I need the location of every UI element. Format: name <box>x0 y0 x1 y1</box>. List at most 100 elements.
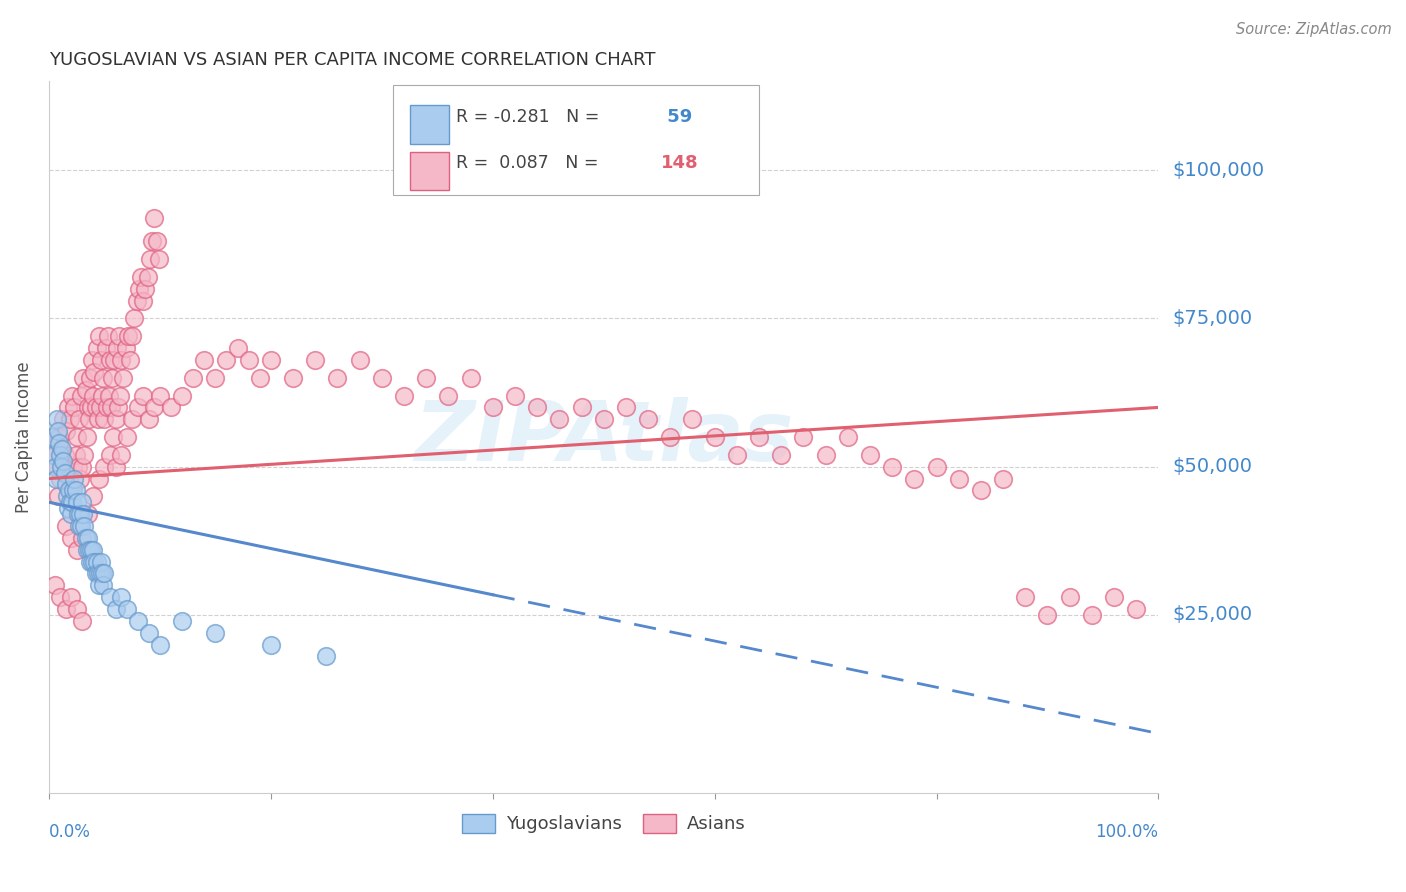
Point <box>59 495 82 509</box>
Point <box>45 459 67 474</box>
Point <box>86 555 108 569</box>
Point <box>73 519 96 533</box>
Point <box>44 578 66 592</box>
Point <box>143 401 166 415</box>
Point <box>49 471 72 485</box>
Point <box>79 371 101 385</box>
Point <box>903 471 925 485</box>
Point <box>76 401 98 415</box>
Legend: Yugoslavians, Asians: Yugoslavians, Asians <box>456 807 752 840</box>
Point <box>72 531 94 545</box>
Point <box>127 614 149 628</box>
Point <box>72 459 94 474</box>
Text: Source: ZipAtlas.com: Source: ZipAtlas.com <box>1236 22 1392 37</box>
Text: 0.0%: 0.0% <box>49 823 91 841</box>
Point <box>60 590 83 604</box>
Point <box>107 401 129 415</box>
Point <box>925 459 948 474</box>
Point <box>87 578 110 592</box>
Point <box>172 388 194 402</box>
Point <box>659 430 682 444</box>
Point <box>481 401 503 415</box>
Text: YUGOSLAVIAN VS ASIAN PER CAPITA INCOME CORRELATION CHART: YUGOSLAVIAN VS ASIAN PER CAPITA INCOME C… <box>49 51 655 69</box>
Point <box>281 371 304 385</box>
Point <box>571 401 593 415</box>
Point <box>149 638 172 652</box>
Point <box>238 353 260 368</box>
Point <box>725 448 748 462</box>
Point <box>60 388 83 402</box>
FancyBboxPatch shape <box>409 105 450 144</box>
Point <box>160 401 183 415</box>
Point <box>60 507 83 521</box>
Point <box>98 448 121 462</box>
Point <box>76 531 98 545</box>
Point <box>82 555 104 569</box>
Point <box>60 531 83 545</box>
Point <box>181 371 204 385</box>
Point <box>304 353 326 368</box>
Point <box>121 412 143 426</box>
Point <box>66 495 89 509</box>
Point <box>96 401 118 415</box>
Point <box>51 442 73 456</box>
Point <box>326 371 349 385</box>
Point <box>792 430 814 444</box>
Point <box>93 566 115 581</box>
Point <box>82 353 104 368</box>
Y-axis label: Per Capita Income: Per Capita Income <box>15 361 32 513</box>
Text: R =  0.087   N =: R = 0.087 N = <box>456 154 605 172</box>
Text: $25,000: $25,000 <box>1173 606 1253 624</box>
Point <box>392 388 415 402</box>
Point <box>89 566 111 581</box>
Point <box>98 353 121 368</box>
Point <box>132 293 155 308</box>
Point <box>65 483 87 498</box>
Point <box>108 388 131 402</box>
Text: 59: 59 <box>661 108 693 126</box>
Point <box>141 235 163 249</box>
Point <box>1102 590 1125 604</box>
Point <box>112 371 135 385</box>
Point <box>49 448 72 462</box>
Text: R = -0.281   N =: R = -0.281 N = <box>456 108 605 126</box>
Point <box>77 542 100 557</box>
Point <box>67 519 90 533</box>
Point <box>79 555 101 569</box>
Text: $75,000: $75,000 <box>1173 309 1253 328</box>
Point <box>60 495 83 509</box>
Point <box>124 311 146 326</box>
Point <box>86 341 108 355</box>
Point <box>117 329 139 343</box>
Point <box>882 459 904 474</box>
Point <box>51 459 73 474</box>
Point <box>91 566 114 581</box>
Point <box>859 448 882 462</box>
Point <box>143 211 166 225</box>
Point <box>97 329 120 343</box>
Point <box>83 555 105 569</box>
Point <box>55 477 77 491</box>
Point <box>52 412 75 426</box>
Point <box>45 471 67 485</box>
Point <box>136 270 159 285</box>
Point <box>59 412 82 426</box>
Point <box>110 590 132 604</box>
Point <box>91 578 114 592</box>
Point <box>614 401 637 415</box>
Point <box>84 401 107 415</box>
Point <box>138 412 160 426</box>
Point <box>104 412 127 426</box>
Point <box>1081 607 1104 622</box>
Point <box>80 542 103 557</box>
Point <box>56 401 79 415</box>
Point <box>748 430 770 444</box>
Point <box>75 531 97 545</box>
Point <box>87 471 110 485</box>
Point <box>90 353 112 368</box>
Point <box>76 542 98 557</box>
Point <box>94 341 117 355</box>
Point <box>114 341 136 355</box>
Point <box>62 483 84 498</box>
Point <box>87 566 110 581</box>
